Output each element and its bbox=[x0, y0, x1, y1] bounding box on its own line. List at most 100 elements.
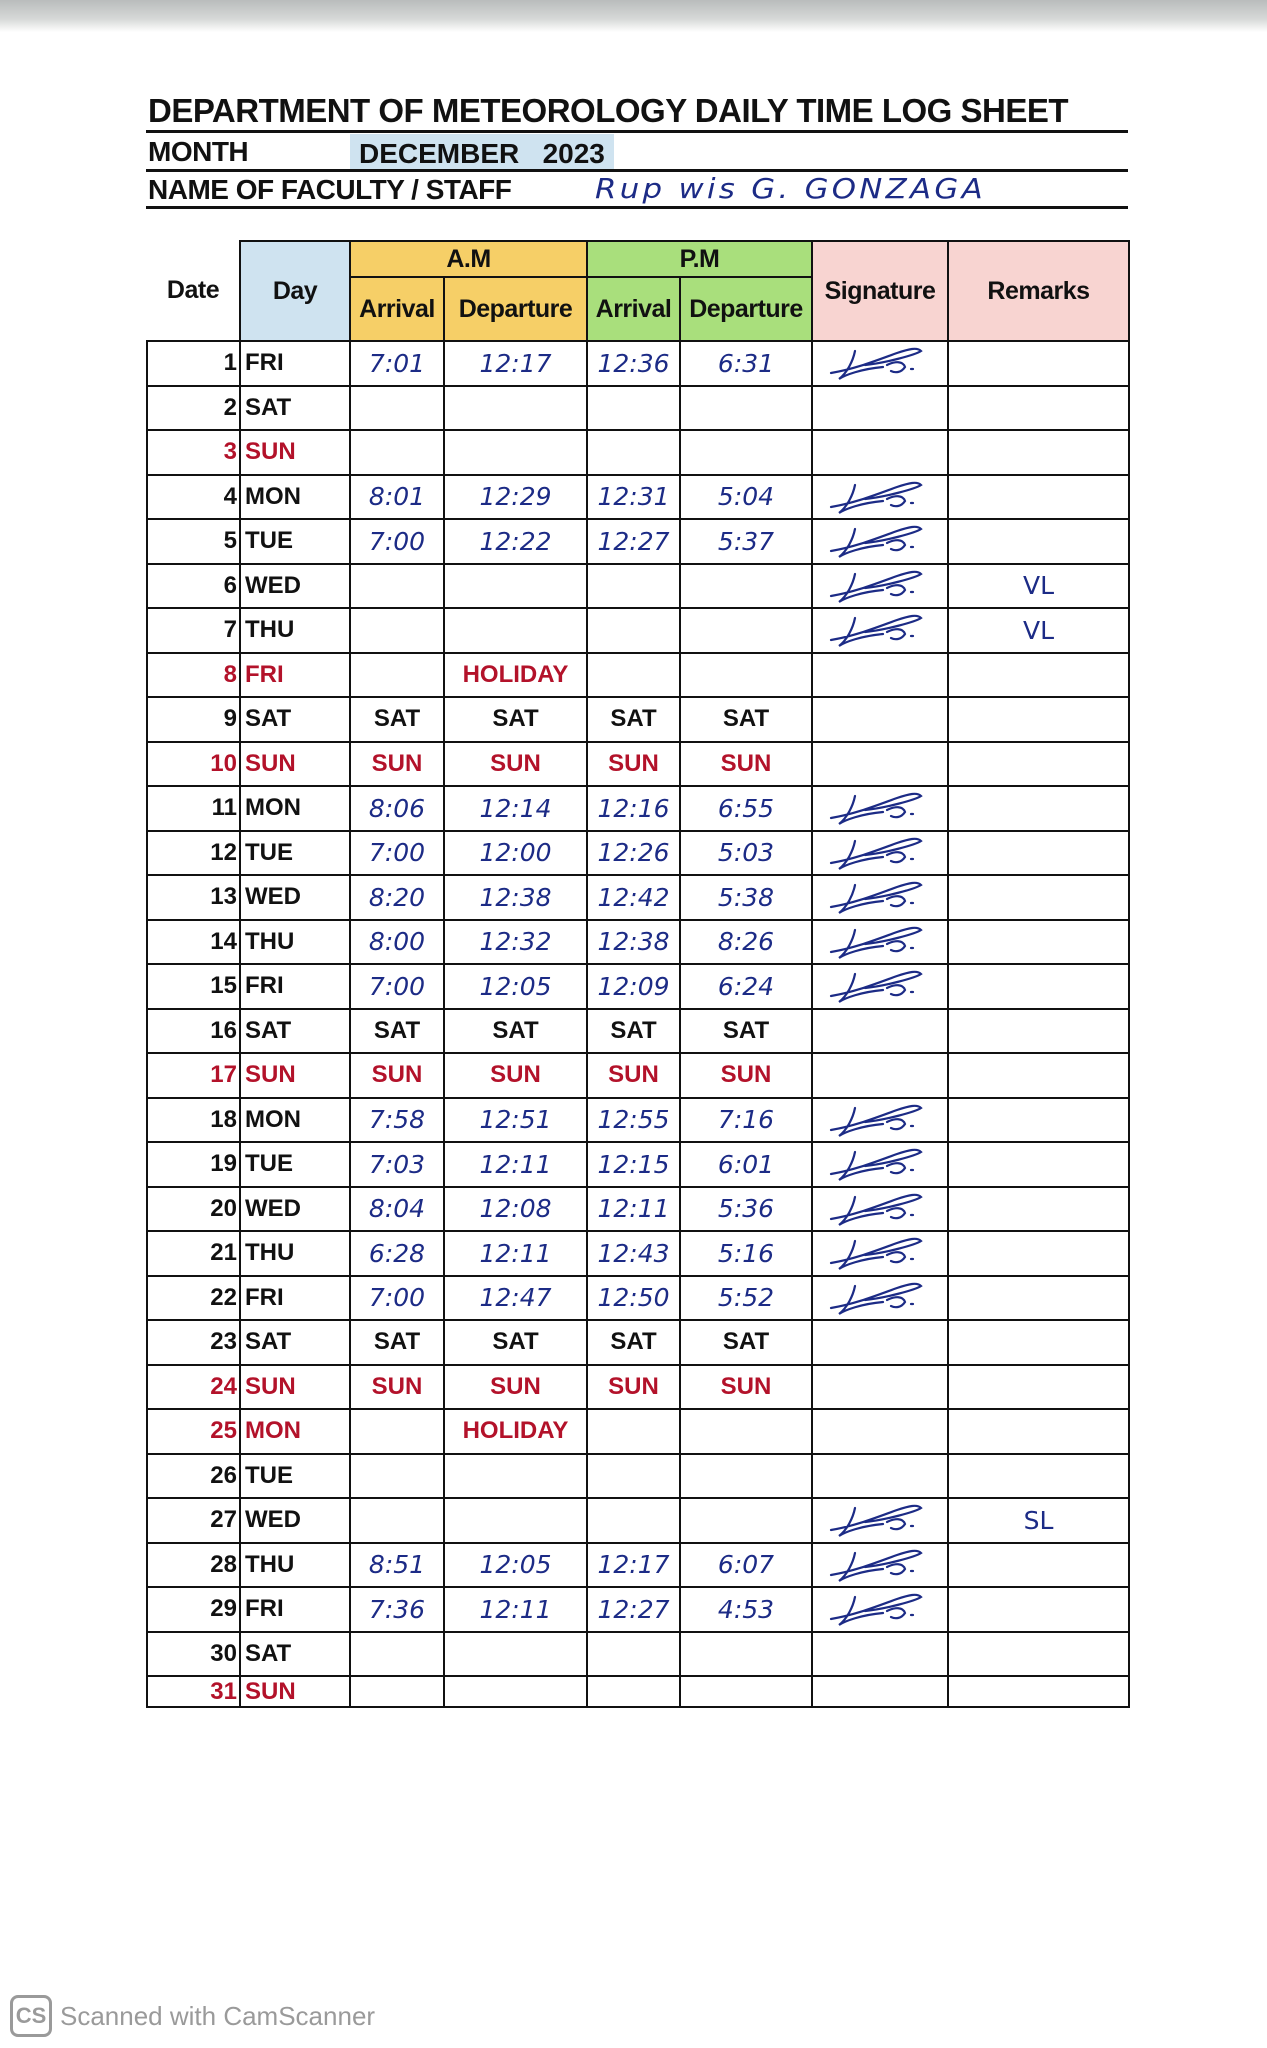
remarks-cell bbox=[947, 1541, 1130, 1588]
header-am: A.M bbox=[349, 240, 588, 278]
date-cell: 3 bbox=[146, 429, 241, 476]
time-cell-pm-out: 6:01 bbox=[679, 1141, 813, 1188]
time-cell-pm-out: 5:52 bbox=[679, 1274, 813, 1321]
remarks-cell bbox=[947, 1007, 1130, 1054]
date-cell: 14 bbox=[146, 918, 241, 965]
table-row: 8 FRI HOLIDAY bbox=[146, 651, 1130, 698]
time-cell-pm-out: 6:24 bbox=[679, 963, 813, 1010]
time-cell-pm-in: 12:27 bbox=[586, 518, 681, 565]
time-cell-am-out: 12:38 bbox=[443, 874, 588, 921]
remarks-cell bbox=[947, 1363, 1130, 1410]
signature-cell bbox=[811, 1630, 949, 1677]
day-cell: MON bbox=[239, 785, 351, 832]
time-cell-am-out: 12:11 bbox=[443, 1230, 588, 1277]
remarks-cell bbox=[947, 1141, 1130, 1188]
date-cell: 26 bbox=[146, 1452, 241, 1499]
day-cell: SAT bbox=[239, 696, 351, 743]
signature-icon bbox=[829, 481, 923, 514]
am-arrival-cell bbox=[349, 1408, 445, 1455]
scan-edge bbox=[0, 0, 1267, 32]
time-cell-am-in: SAT bbox=[349, 696, 445, 743]
time-cell-am-out bbox=[443, 1497, 588, 1544]
day-cell: TUE bbox=[239, 1141, 351, 1188]
day-cell: SUN bbox=[239, 429, 351, 476]
table-row: 17 SUN SUN SUN SUN SUN bbox=[146, 1052, 1130, 1099]
day-cell: WED bbox=[239, 874, 351, 921]
time-cell-pm-out: 5:36 bbox=[679, 1185, 813, 1232]
month-label: MONTH bbox=[148, 136, 249, 167]
remarks-cell bbox=[947, 1185, 1130, 1232]
time-cell-pm-out bbox=[679, 1630, 813, 1677]
time-cell-pm-out: 6:07 bbox=[679, 1541, 813, 1588]
table-row: 6 WED VL bbox=[146, 562, 1130, 609]
table-row: 15 FRI 7:00 12:05 12:09 6:24 bbox=[146, 963, 1130, 1010]
time-cell-pm-out bbox=[679, 1452, 813, 1499]
time-cell-am-out bbox=[443, 562, 588, 609]
time-cell-am-out bbox=[443, 607, 588, 654]
remarks-cell: VL bbox=[947, 562, 1130, 609]
remarks-cell bbox=[947, 874, 1130, 921]
time-cell-am-out: 12:22 bbox=[443, 518, 588, 565]
remarks-cell bbox=[947, 1586, 1130, 1633]
time-log-table: Date Day A.M P.M Signature Remarks Arriv… bbox=[146, 240, 1130, 1708]
time-cell-pm-out: 5:03 bbox=[679, 829, 813, 876]
header-pm-departure: Departure bbox=[679, 276, 813, 342]
time-cell-pm-in: SUN bbox=[586, 1052, 681, 1099]
signature-icon bbox=[829, 347, 923, 381]
table-row: 29 FRI 7:36 12:11 12:27 4:53 bbox=[146, 1586, 1130, 1633]
time-cell-am-in: 8:51 bbox=[349, 1541, 445, 1588]
time-cell-pm-in: 12:26 bbox=[586, 829, 681, 876]
time-cell-am-in: 7:36 bbox=[349, 1586, 445, 1633]
table-row: 13 WED 8:20 12:38 12:42 5:38 bbox=[146, 874, 1130, 921]
header-signature: Signature bbox=[811, 240, 949, 342]
day-cell: FRI bbox=[239, 651, 351, 698]
time-cell-am-out: 12:29 bbox=[443, 473, 588, 520]
divider bbox=[146, 206, 1128, 209]
time-cell-pm-in bbox=[586, 1630, 681, 1677]
time-cell-pm-out: SAT bbox=[679, 696, 813, 743]
time-cell-pm-in bbox=[586, 607, 681, 654]
time-cell-am-in bbox=[349, 1497, 445, 1544]
date-cell: 22 bbox=[146, 1274, 241, 1321]
signature-cell bbox=[811, 785, 949, 832]
signature-cell bbox=[811, 1675, 949, 1708]
pm-departure-cell bbox=[679, 1408, 813, 1455]
signature-cell bbox=[811, 1452, 949, 1499]
time-cell-pm-out: 5:38 bbox=[679, 874, 813, 921]
time-cell-pm-out bbox=[679, 1497, 813, 1544]
signature-cell bbox=[811, 1363, 949, 1410]
remarks-cell bbox=[947, 1274, 1130, 1321]
time-cell-am-in: SAT bbox=[349, 1319, 445, 1366]
time-cell-pm-in: SUN bbox=[586, 1363, 681, 1410]
time-cell-am-out: SAT bbox=[443, 696, 588, 743]
remarks-cell bbox=[947, 829, 1130, 876]
month-value: DECEMBER 2023 bbox=[350, 134, 614, 170]
camscanner-watermark: CS Scanned with CamScanner bbox=[10, 1995, 375, 2037]
time-cell-am-out: 12:08 bbox=[443, 1185, 588, 1232]
table-row: 25 MON HOLIDAY bbox=[146, 1408, 1130, 1455]
date-cell: 7 bbox=[146, 607, 241, 654]
time-cell-pm-in: SUN bbox=[586, 740, 681, 787]
date-cell: 8 bbox=[146, 651, 241, 698]
divider bbox=[146, 130, 1128, 133]
pm-departure-cell bbox=[679, 651, 813, 698]
table-row: 26 TUE bbox=[146, 1452, 1130, 1499]
date-cell: 9 bbox=[146, 696, 241, 743]
day-cell: FRI bbox=[239, 340, 351, 387]
table-row: 1 FRI 7:01 12:17 12:36 6:31 bbox=[146, 340, 1130, 387]
signature-icon bbox=[829, 1104, 923, 1137]
time-cell-am-out: 12:32 bbox=[443, 918, 588, 965]
table-row: 24 SUN SUN SUN SUN SUN bbox=[146, 1363, 1130, 1410]
remarks-cell bbox=[947, 1408, 1130, 1455]
time-cell-pm-out: SAT bbox=[679, 1007, 813, 1054]
time-cell-am-in: SUN bbox=[349, 1052, 445, 1099]
am-arrival-cell bbox=[349, 651, 445, 698]
signature-icon bbox=[829, 1148, 923, 1182]
table-row: 28 THU 8:51 12:05 12:17 6:07 bbox=[146, 1541, 1130, 1588]
signature-cell bbox=[811, 1541, 949, 1588]
pm-arrival-cell bbox=[586, 1408, 681, 1455]
date-cell: 18 bbox=[146, 1096, 241, 1143]
signature-icon bbox=[829, 525, 923, 559]
date-cell: 25 bbox=[146, 1408, 241, 1455]
table-row: 5 TUE 7:00 12:22 12:27 5:37 bbox=[146, 518, 1130, 565]
